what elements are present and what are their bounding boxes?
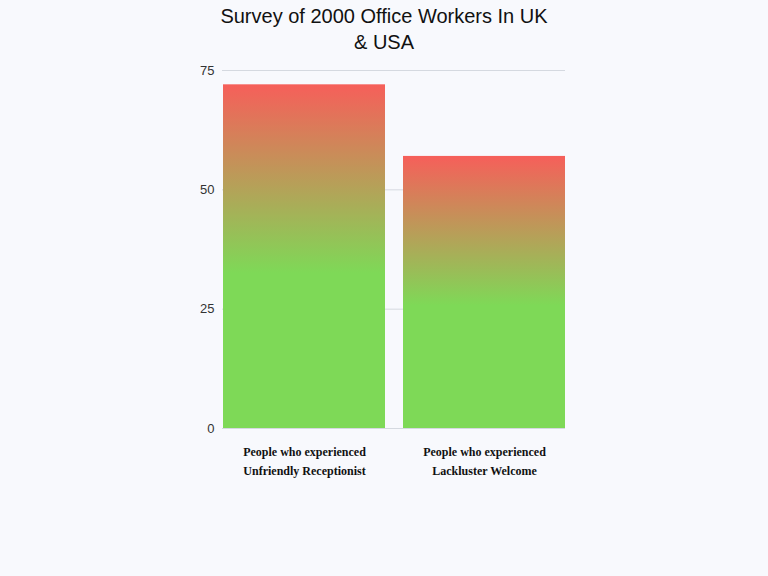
html-text:Survey of 2000 Office Workers: Survey of 2000 Office Workers In UK & US… [220,5,548,53]
svg-text:50: 50 [200,182,214,197]
svg-text:People who experiencedUnfriend: People who experiencedUnfriendly Recepti… [243,445,366,478]
svg-text:0: 0 [207,421,214,436]
svg-text:People who experiencedLacklust: People who experiencedLackluster Welcome [423,445,546,478]
svg-text:25: 25 [200,301,214,316]
svg-text:75: 75 [200,63,214,78]
